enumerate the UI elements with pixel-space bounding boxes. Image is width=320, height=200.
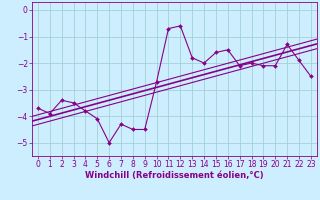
X-axis label: Windchill (Refroidissement éolien,°C): Windchill (Refroidissement éolien,°C)	[85, 171, 264, 180]
